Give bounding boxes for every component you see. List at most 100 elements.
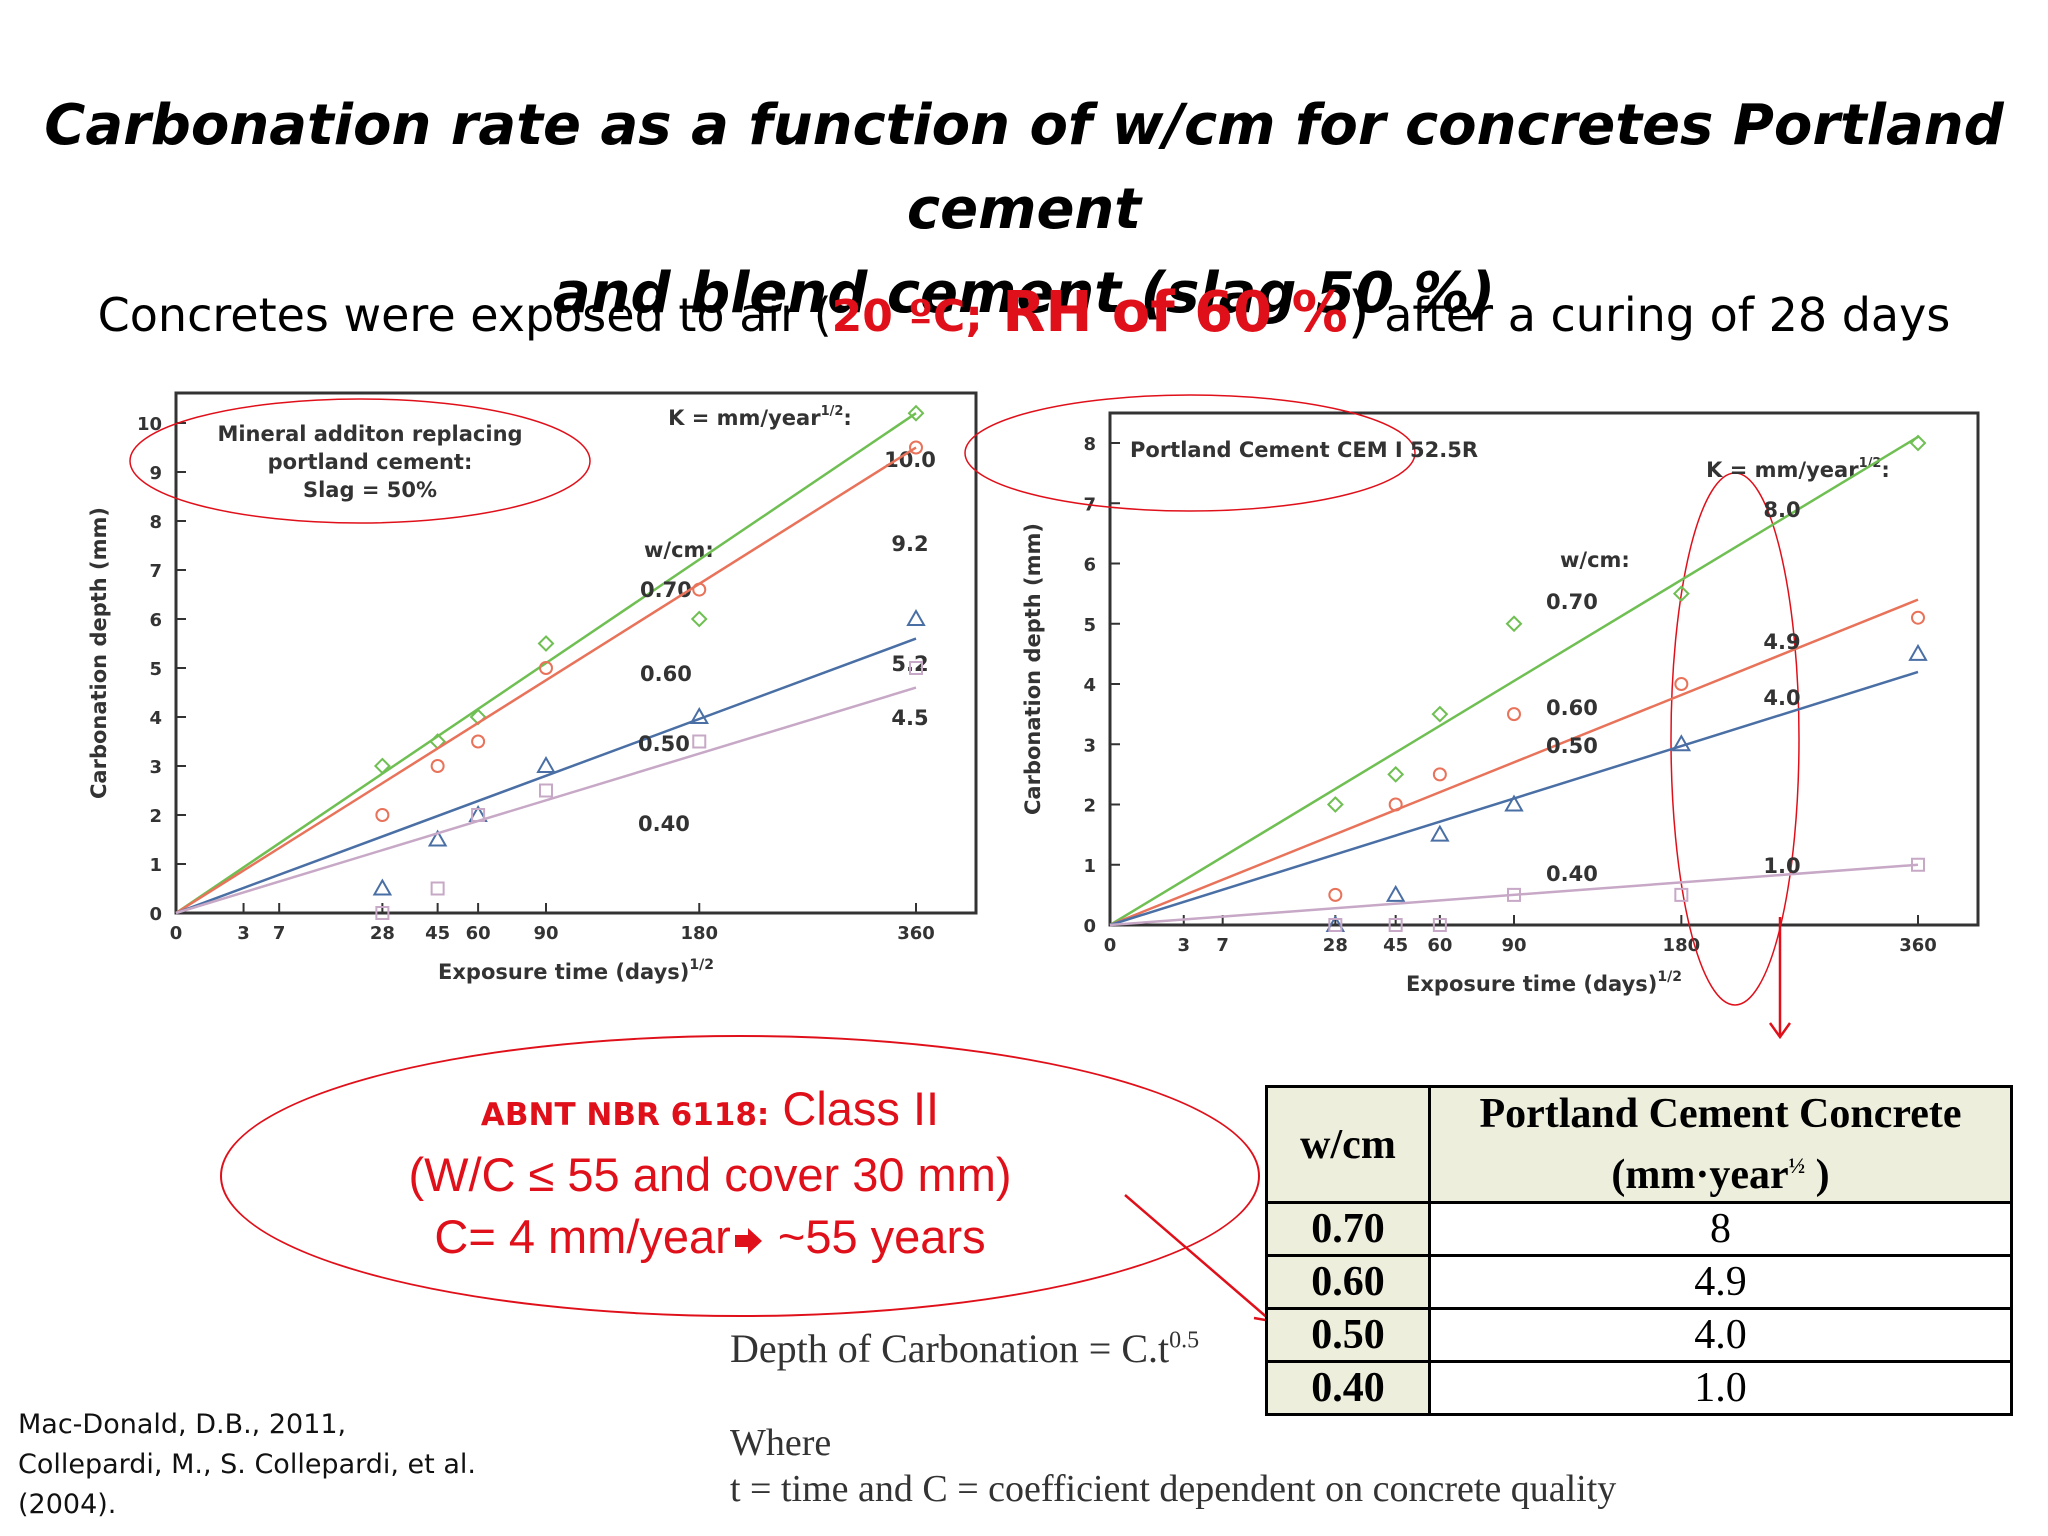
title-line-1: Carbonation rate as a function of w/cm f… — [44, 93, 2004, 242]
callout-rate: C= 4 mm/year — [434, 1210, 731, 1263]
x-tick-label: 7 — [1216, 935, 1229, 956]
right-arrow-icon — [734, 1227, 762, 1254]
data-point-square — [430, 881, 445, 896]
x-tick-label: 60 — [1427, 935, 1452, 956]
y-tick-label: 6 — [149, 610, 162, 631]
carbonation-formula: Depth of Carbonation = C.t0.5 — [730, 1325, 1199, 1372]
annotation-ellipse — [964, 394, 1416, 512]
callout-class: Class II — [769, 1082, 940, 1135]
series-k-value: 8.0 — [1763, 498, 1800, 522]
fit-line-wcm-0.70 — [1109, 435, 1919, 927]
y-tick-label: 0 — [1083, 916, 1096, 937]
y-tick-label: 6 — [1083, 555, 1096, 576]
data-point-circle — [539, 661, 553, 675]
x-tick-label: 60 — [466, 923, 491, 944]
data-point-triangle — [1671, 734, 1692, 752]
row-wcm: 0.60 — [1265, 1254, 1431, 1310]
x-tick-label: 360 — [1899, 935, 1937, 956]
data-point-triangle — [536, 755, 556, 773]
x-axis-title-sup: 1/2 — [1657, 969, 1682, 985]
series-k-value: 4.0 — [1763, 686, 1800, 710]
annotation-line: Mineral additon replacing — [217, 422, 522, 446]
series-label-wcm: 0.70 — [640, 578, 692, 602]
data-point-diamond — [1672, 585, 1690, 603]
y-tick-label: 4 — [1083, 675, 1096, 696]
row-wcm: 0.50 — [1265, 1307, 1431, 1363]
data-point-diamond — [1387, 765, 1405, 783]
y-tick-label: 8 — [1083, 434, 1096, 455]
callout-years: ~55 years — [764, 1210, 986, 1263]
data-point-square — [375, 906, 390, 920]
down-arrow-icon — [1768, 917, 1792, 1040]
y-tick-label: 2 — [1083, 796, 1096, 817]
references: Mac-Donald, D.B., 2011, Collepardi, M., … — [18, 1405, 538, 1525]
data-point-square — [1432, 918, 1447, 932]
x-tick-label: 180 — [680, 923, 718, 944]
slide-subtitle: Concretes were exposed to air (20 ºC; RH… — [0, 280, 2048, 345]
series-label-wcm: 0.70 — [1546, 590, 1598, 614]
x-axis-title-sup: 1/2 — [689, 957, 714, 973]
x-tick-label: 360 — [897, 923, 935, 944]
series-label-wcm: 0.50 — [1546, 734, 1598, 758]
y-tick-label: 4 — [149, 708, 162, 729]
data-point-diamond — [373, 757, 391, 775]
header-pcc-line-1: Portland Cement Concrete — [1479, 1091, 1962, 1137]
data-point-triangle — [1908, 643, 1928, 661]
x-tick-label: 28 — [1323, 935, 1348, 956]
y-tick-label: 1 — [149, 855, 162, 876]
y-tick-label: 7 — [149, 561, 162, 582]
slide-title: Carbonation rate as a function of w/cm f… — [0, 84, 2048, 336]
table-row: 0.50 4.0 — [1265, 1307, 2013, 1363]
formula-exponent: 0.5 — [1169, 1327, 1200, 1354]
data-point-circle — [471, 734, 486, 749]
data-point-circle — [1674, 677, 1689, 691]
y-tick-label: 2 — [149, 806, 162, 827]
x-axis-title: Exposure time (days)1/2 — [438, 957, 714, 984]
class-ii-callout: ABNT NBR 6118: Class II (W/C ≤ 55 and co… — [300, 1080, 1120, 1268]
k-unit-suffix: : — [1881, 458, 1889, 482]
data-point-square — [1911, 857, 1925, 872]
table-header-row: w/cm Portland Cement Concrete (mm·year½ ) — [1265, 1085, 2013, 1204]
data-point-diamond — [1909, 434, 1927, 452]
wcm-label: w/cm: — [1560, 548, 1630, 572]
row-wcm: 0.70 — [1265, 1201, 1431, 1257]
y-tick-label: 5 — [1083, 615, 1096, 636]
data-point-diamond — [1431, 705, 1449, 723]
x-tick-label: 90 — [1501, 935, 1526, 956]
callout-line-3: C= 4 mm/year ~55 years — [300, 1206, 1120, 1268]
y-tick-label: 3 — [1083, 735, 1096, 756]
fit-line-wcm-0.70 — [175, 412, 917, 915]
x-tick-label: 0 — [170, 923, 183, 944]
row-value: 4.0 — [1428, 1307, 2013, 1363]
data-point-circle — [1388, 797, 1403, 812]
series-label-wcm: 0.40 — [638, 812, 690, 836]
header-pcc-close: ) — [1805, 1152, 1830, 1198]
y-tick-label: 3 — [149, 757, 162, 778]
fit-line-wcm-0.50 — [175, 637, 917, 915]
data-point-square — [471, 808, 486, 822]
header-wcm: w/cm — [1265, 1085, 1431, 1204]
x-tick-label: 45 — [425, 923, 450, 944]
y-tick-label: 8 — [149, 512, 162, 533]
data-point-triangle — [689, 706, 709, 724]
data-point-triangle — [1385, 884, 1406, 902]
reference-line: Collepardi, M., S. Collepardi, et al. — [18, 1449, 476, 1480]
subtitle-pre: Concretes were exposed to air ( — [97, 288, 832, 342]
k-unit-label: K = mm/year1/2: — [1706, 456, 1890, 482]
series-label-wcm: 0.60 — [640, 662, 692, 686]
wcm-label: w/cm: — [644, 538, 714, 562]
data-point-triangle — [906, 608, 926, 626]
subtitle-post: after a curing of 28 days — [1369, 288, 1951, 342]
subtitle-rh: RH of 60 % — [982, 280, 1348, 345]
y-axis-title: Carbonation depth (mm) — [87, 507, 111, 799]
series-label-wcm: 0.60 — [1546, 696, 1598, 720]
data-point-square — [1328, 918, 1343, 932]
class-ii-callout-ellipse — [220, 1035, 1260, 1317]
k-unit-label: K = mm/year1/2: — [668, 404, 852, 430]
x-tick-label: 0 — [1104, 935, 1117, 956]
data-point-square — [909, 661, 923, 675]
data-point-circle — [430, 759, 445, 773]
y-tick-label: 0 — [149, 904, 162, 925]
data-point-circle — [1432, 767, 1447, 782]
